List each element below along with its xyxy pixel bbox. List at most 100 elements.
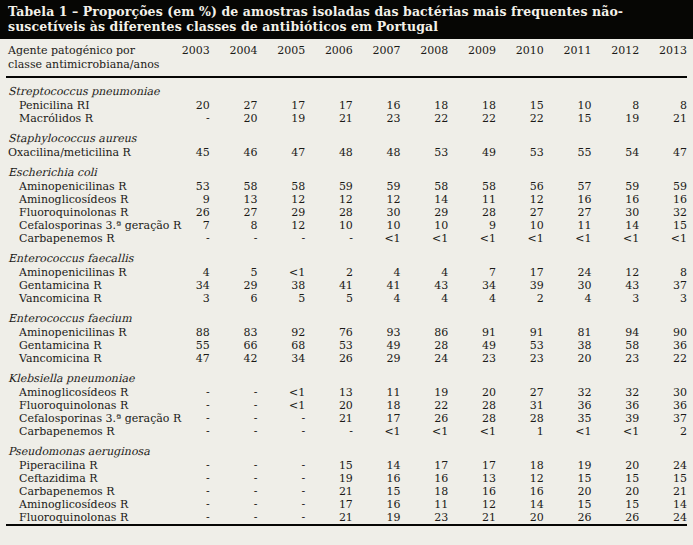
value-cell: 11 xyxy=(353,386,401,399)
table-row: Aminopenicilinas R5358585959585856575959 xyxy=(6,180,687,193)
antibiotic-label: Gentamicina R xyxy=(6,339,162,352)
value-cell: 18 xyxy=(401,485,449,498)
antibiotic-label: Fluoroquinolonas R xyxy=(6,511,162,525)
value-cell: <1 xyxy=(591,425,639,438)
value-cell: 11 xyxy=(401,498,449,511)
value-cell: - xyxy=(257,485,305,498)
value-cell: 26 xyxy=(305,352,353,365)
value-cell: <1 xyxy=(401,425,449,438)
value-cell: <1 xyxy=(353,232,401,245)
year-header: 2011 xyxy=(544,39,592,77)
value-cell: 2 xyxy=(496,292,544,305)
value-cell: 34 xyxy=(162,279,210,292)
table-row: Penicilina RI20271717161818151088 xyxy=(6,99,687,112)
value-cell: - xyxy=(257,412,305,425)
value-cell: 53 xyxy=(496,146,544,159)
value-cell: 2 xyxy=(639,425,687,438)
value-cell: 30 xyxy=(544,279,592,292)
value-cell: - xyxy=(162,232,210,245)
value-cell: 20 xyxy=(496,511,544,525)
value-cell: 21 xyxy=(448,511,496,525)
value-cell: 15 xyxy=(591,498,639,511)
value-cell: - xyxy=(257,472,305,485)
value-cell: 53 xyxy=(401,146,449,159)
value-cell: 16 xyxy=(401,472,449,485)
table-row: Vancomicina R36554442433 xyxy=(6,292,687,305)
antibiotic-label: Carbapenemos R xyxy=(6,232,162,245)
value-cell: 12 xyxy=(591,266,639,279)
value-cell: 91 xyxy=(496,326,544,339)
value-cell: 30 xyxy=(591,206,639,219)
year-header: 2003 xyxy=(162,39,210,77)
value-cell: 24 xyxy=(639,459,687,472)
value-cell: 26 xyxy=(544,511,592,525)
value-cell: 14 xyxy=(591,219,639,232)
value-cell: 41 xyxy=(305,279,353,292)
table-row: Carbapenemos R----<1<1<1<1<1<1<1 xyxy=(6,232,687,245)
value-cell: - xyxy=(305,232,353,245)
value-cell: 56 xyxy=(496,180,544,193)
value-cell: 10 xyxy=(353,219,401,232)
value-cell: 15 xyxy=(544,112,592,125)
value-cell: 23 xyxy=(353,112,401,125)
value-cell: 17 xyxy=(257,99,305,112)
value-cell: 22 xyxy=(496,112,544,125)
value-cell: 17 xyxy=(305,99,353,112)
value-cell: 29 xyxy=(401,206,449,219)
table-row: Gentamicina R3429384141433439304337 xyxy=(6,279,687,292)
value-cell: 8 xyxy=(210,219,258,232)
value-cell: 29 xyxy=(353,352,401,365)
value-cell: <1 xyxy=(544,232,592,245)
year-header: 2008 xyxy=(401,39,449,77)
value-cell: 53 xyxy=(162,180,210,193)
value-cell: 12 xyxy=(257,193,305,206)
value-cell: 10 xyxy=(496,219,544,232)
value-cell: 8 xyxy=(639,99,687,112)
value-cell: - xyxy=(257,425,305,438)
table-row: Aminopenicilinas R45<124471724128 xyxy=(6,266,687,279)
table-row: Gentamicina R5566685349284953385836 xyxy=(6,339,687,352)
value-cell: 76 xyxy=(305,326,353,339)
value-cell: 43 xyxy=(401,279,449,292)
value-cell: 58 xyxy=(448,180,496,193)
value-cell: 5 xyxy=(210,266,258,279)
value-cell: - xyxy=(162,459,210,472)
value-cell: 16 xyxy=(353,99,401,112)
antibiotic-label: Aminopenicilinas R xyxy=(6,326,162,339)
value-cell: 4 xyxy=(353,292,401,305)
column-header-row: Agente patogénico por classe antimicrobi… xyxy=(6,39,687,77)
antibiotic-label: Aminopenicilinas R xyxy=(6,266,162,279)
section-header-row: Enterococcus faecallis xyxy=(6,245,687,266)
value-cell: 19 xyxy=(591,112,639,125)
table-row: Aminoglicosídeos R913121212141112161616 xyxy=(6,193,687,206)
table-row: Oxacilina/meticilina R454647484853495355… xyxy=(6,146,687,159)
antibiotic-label: Vancomicina R xyxy=(6,292,162,305)
value-cell: 16 xyxy=(591,193,639,206)
value-cell: <1 xyxy=(544,425,592,438)
antibiotic-label: Cefalosporinas 3.ª geração R xyxy=(6,219,162,232)
value-cell: 27 xyxy=(210,99,258,112)
year-header: 2012 xyxy=(591,39,639,77)
table-row: Carbapenemos R---2115181616202021 xyxy=(6,485,687,498)
section-header-row: Escherichia coli xyxy=(6,159,687,180)
value-cell: 59 xyxy=(591,180,639,193)
value-cell: 90 xyxy=(639,326,687,339)
value-cell: 55 xyxy=(544,146,592,159)
value-cell: 39 xyxy=(591,412,639,425)
value-cell: 32 xyxy=(591,386,639,399)
value-cell: 20 xyxy=(162,99,210,112)
value-cell: 21 xyxy=(305,511,353,525)
value-cell: <1 xyxy=(496,232,544,245)
value-cell: 30 xyxy=(353,206,401,219)
table-row: Fluoroquinolonas R2627292830292827273032 xyxy=(6,206,687,219)
value-cell: 27 xyxy=(496,386,544,399)
value-cell: 4 xyxy=(448,292,496,305)
value-cell: 8 xyxy=(639,266,687,279)
value-cell: 29 xyxy=(257,206,305,219)
value-cell: 24 xyxy=(544,266,592,279)
value-cell: 13 xyxy=(448,472,496,485)
value-cell: 15 xyxy=(496,99,544,112)
value-cell: 22 xyxy=(448,112,496,125)
value-cell: 27 xyxy=(544,206,592,219)
value-cell: 3 xyxy=(639,292,687,305)
